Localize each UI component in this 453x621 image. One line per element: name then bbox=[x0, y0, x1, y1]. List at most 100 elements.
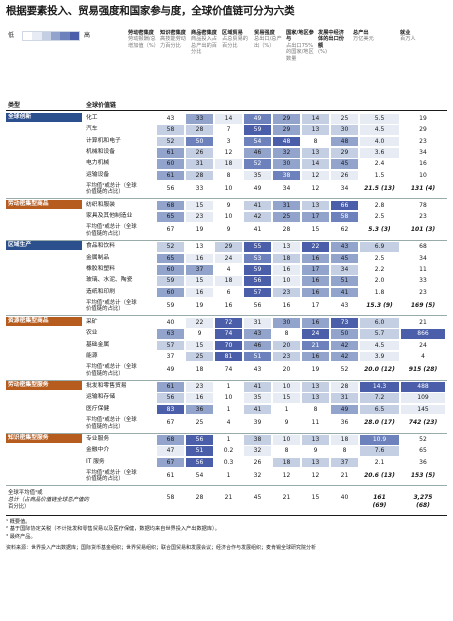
average-value: 16 bbox=[224, 301, 233, 309]
legend-scale-bar bbox=[22, 31, 80, 41]
value-cell: 21 bbox=[401, 317, 445, 328]
value-cell: 14.3 bbox=[360, 382, 399, 392]
average-value: 74 bbox=[224, 366, 233, 374]
value-cell: 72 bbox=[215, 317, 242, 328]
value-cell: 13 bbox=[302, 393, 329, 404]
group-label: 区域生产 bbox=[6, 241, 82, 251]
value-cell: 13 bbox=[273, 242, 300, 253]
average-value: 49 bbox=[253, 184, 262, 192]
average-label-cont: 价值链的占比） bbox=[86, 423, 124, 430]
value-cell: 61 bbox=[157, 170, 184, 181]
value-cell: 54 bbox=[244, 136, 271, 147]
group-label: 劳动密集型服务 bbox=[6, 381, 82, 391]
value-cell: 4.0 bbox=[360, 136, 399, 147]
value-cell: 30 bbox=[331, 125, 358, 135]
value-cell: 37 bbox=[186, 265, 213, 275]
row-label: 机械和设备 bbox=[86, 148, 115, 155]
row-label: 医疗保健 bbox=[86, 405, 110, 412]
value-cell: 1 bbox=[215, 435, 242, 445]
column-header-subtitle: 占出口75%的国家/地区数量 bbox=[286, 42, 314, 62]
average-value: 20.0 (12) bbox=[364, 366, 395, 374]
total-value: 21 bbox=[282, 493, 291, 501]
value-cell: 16 bbox=[401, 159, 445, 169]
average-value: 915 (28) bbox=[408, 366, 438, 374]
value-cell: 57 bbox=[157, 340, 184, 351]
row-label: 运输和存储 bbox=[86, 394, 115, 401]
column-header-title: 劳动密集度 bbox=[128, 30, 154, 36]
column-header: 总产出 万亿美元 bbox=[353, 30, 383, 43]
value-cell: 13 bbox=[302, 457, 329, 468]
average-row: 平均值¹或总计（全球 价值链的占比） 67 25 4 39 9 11 36 28.0 (17) 74… bbox=[0, 415, 453, 432]
average-value: 153 (5) bbox=[410, 471, 436, 479]
value-cell: 2.2 bbox=[360, 265, 399, 275]
value-cell: 33 bbox=[186, 114, 213, 124]
value-cell: 10 bbox=[401, 170, 445, 181]
value-cell: 8 bbox=[302, 136, 329, 147]
column-header-title: 总产出 bbox=[353, 30, 369, 36]
value-cell: 9 bbox=[186, 329, 213, 339]
average-value: 52 bbox=[340, 366, 349, 374]
value-cell: 18 bbox=[273, 457, 300, 468]
value-cell: 17 bbox=[302, 265, 329, 275]
value-cell: 14 bbox=[302, 159, 329, 169]
column-header-title: 发展中经济体的出口份额 bbox=[318, 30, 344, 49]
row-label: 运输设备 bbox=[86, 171, 110, 178]
group-separator bbox=[6, 315, 447, 317]
value-cell: 23 bbox=[186, 382, 213, 392]
value-cell: 16 bbox=[186, 287, 213, 298]
average-value: 59 bbox=[166, 301, 175, 309]
average-value: 32 bbox=[253, 471, 262, 479]
average-value: 16 bbox=[282, 301, 291, 309]
value-cell: 24 bbox=[401, 340, 445, 351]
value-cell: 16 bbox=[302, 276, 329, 286]
value-cell: 1 bbox=[273, 404, 300, 415]
value-cell: 49 bbox=[244, 114, 271, 124]
row-label: 计算机和电子 bbox=[86, 137, 121, 144]
value-cell: 74 bbox=[215, 329, 242, 339]
value-cell: 17 bbox=[302, 212, 329, 222]
value-cell: 8 bbox=[273, 329, 300, 339]
average-value: 54 bbox=[195, 471, 204, 479]
group-separator bbox=[6, 485, 447, 487]
value-cell: 34 bbox=[401, 253, 445, 264]
total-label-cont: 总计（占商品价值链全球总产值的 bbox=[8, 496, 89, 503]
average-row: 平均值¹或总计（全球 价值链的占比） 61 54 1 32 12 12 21 20.6 (13) 1… bbox=[0, 468, 453, 485]
value-cell: 23 bbox=[401, 136, 445, 147]
value-cell: 36 bbox=[401, 457, 445, 468]
value-cell: 2.4 bbox=[360, 159, 399, 169]
value-cell: 1.5 bbox=[360, 170, 399, 181]
value-cell: 42 bbox=[331, 351, 358, 362]
value-cell: 63 bbox=[157, 329, 184, 339]
value-cell: 7.6 bbox=[360, 446, 399, 456]
group-label: 全球创新 bbox=[6, 113, 82, 122]
value-cell: 15 bbox=[186, 340, 213, 351]
value-cell: 56 bbox=[244, 276, 271, 286]
value-cell: 10.9 bbox=[360, 435, 399, 445]
average-value: 4 bbox=[226, 419, 231, 426]
table-row: 医疗保健 83 36 1 41 1 8 49 6.5 145 bbox=[0, 404, 453, 415]
value-cell: 68 bbox=[157, 435, 184, 445]
table-row: 食品和饮料 52 13 29 55 13 22 43 6.9 68 bbox=[0, 241, 453, 253]
value-cell: 32 bbox=[244, 446, 271, 456]
value-cell: 60 bbox=[157, 265, 184, 275]
group-separator bbox=[6, 198, 447, 200]
average-label-cont: 价值链的占比） bbox=[86, 230, 124, 237]
value-cell: 67 bbox=[157, 457, 184, 468]
average-value: 62 bbox=[340, 226, 349, 234]
average-value: 67 bbox=[166, 226, 175, 234]
color-legend: 低 高 bbox=[8, 30, 98, 42]
table-row: 金融中介 47 51 0.2 32 8 9 8 7.6 65 bbox=[0, 445, 453, 456]
legend-swatch bbox=[23, 32, 33, 40]
average-label: 平均值¹或总计（全球 bbox=[86, 224, 137, 231]
average-value: 25 bbox=[195, 419, 204, 426]
value-cell: 36 bbox=[186, 404, 213, 415]
value-cell: 29 bbox=[273, 125, 300, 135]
value-cell: 18 bbox=[215, 276, 242, 286]
page-title: 根据要素投入、贸易强度和国家参与度，全球价值链可分为六类 bbox=[6, 5, 295, 17]
value-cell: 31 bbox=[273, 200, 300, 211]
column-header: 商品密集度 商品投入占总产出的百分比 bbox=[191, 30, 221, 56]
value-cell: 10 bbox=[273, 276, 300, 286]
table-row: 专业服务 68 56 1 38 10 13 18 10.9 52 bbox=[0, 434, 453, 445]
value-cell: 65 bbox=[157, 253, 184, 264]
value-cell: 31 bbox=[244, 317, 271, 328]
